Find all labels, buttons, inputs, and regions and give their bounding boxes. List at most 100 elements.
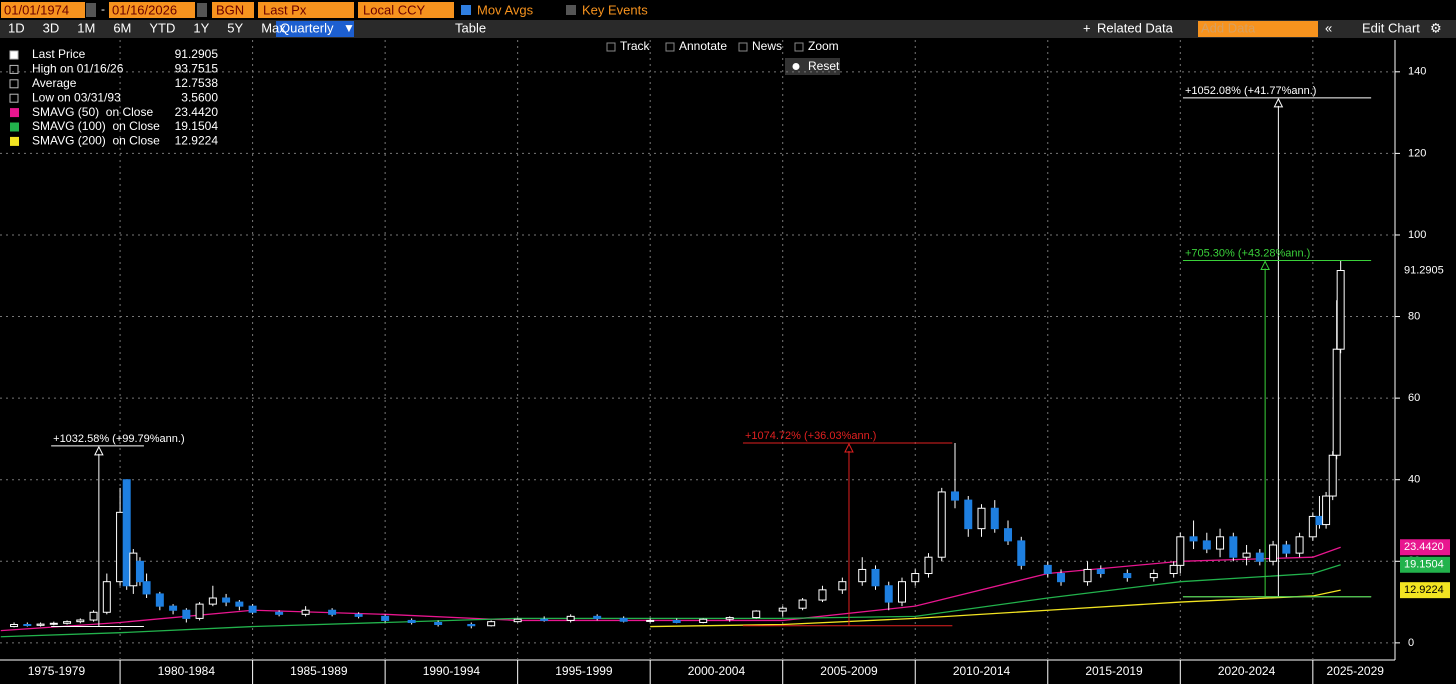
legend-value: 3.5600 bbox=[181, 90, 218, 104]
candle-body bbox=[407, 619, 416, 623]
candle-body bbox=[1295, 536, 1304, 554]
candle-body bbox=[102, 581, 111, 613]
candle-body bbox=[235, 601, 244, 607]
legend-value: 19.1504 bbox=[175, 119, 219, 133]
x-tick-label: 2010-2014 bbox=[953, 664, 1011, 678]
candle-body bbox=[434, 621, 443, 626]
measure-label: +1032.58% (+99.79%ann.) bbox=[53, 433, 185, 445]
moving-average-line bbox=[0, 546, 1341, 632]
candle-body bbox=[646, 619, 655, 622]
candle-body bbox=[1096, 568, 1105, 575]
range-button[interactable]: 3D bbox=[43, 20, 60, 35]
candle-body bbox=[1083, 568, 1092, 583]
chart-tool[interactable]: Zoom bbox=[808, 39, 839, 53]
calendar-icon[interactable] bbox=[86, 3, 96, 17]
range-button[interactable]: 1Y bbox=[193, 20, 209, 35]
collapse-icon[interactable]: « bbox=[1325, 20, 1332, 35]
candle-body bbox=[195, 603, 204, 619]
edit-chart[interactable]: Edit Chart bbox=[1362, 20, 1420, 35]
legend-swatch bbox=[10, 136, 19, 146]
calendar-icon[interactable] bbox=[197, 3, 207, 17]
currency-box[interactable] bbox=[358, 2, 454, 18]
legend-icon bbox=[9, 93, 19, 103]
candle-body bbox=[222, 597, 231, 603]
candle-body bbox=[951, 491, 960, 501]
x-tick-label: 1980-1984 bbox=[158, 664, 216, 678]
range-button[interactable]: YTD bbox=[149, 20, 175, 35]
candle-body bbox=[1202, 540, 1211, 550]
candle-body bbox=[1255, 552, 1264, 562]
candle-body bbox=[990, 507, 999, 530]
price-tag bbox=[1400, 582, 1450, 599]
legend-label: Low on 03/31/93 bbox=[32, 90, 121, 104]
legend-value: 12.7538 bbox=[175, 76, 219, 90]
chart-tool[interactable]: Track bbox=[620, 39, 651, 53]
add-data-box[interactable] bbox=[1198, 21, 1318, 37]
mov-avgs[interactable]: Mov Avgs bbox=[477, 2, 534, 17]
candle-body bbox=[897, 581, 906, 603]
legend-icon bbox=[9, 64, 19, 74]
candle-body bbox=[1315, 515, 1324, 526]
candle-body bbox=[63, 621, 72, 624]
legend-label: SMAVG (200) on Close bbox=[32, 134, 160, 148]
candle-body bbox=[566, 615, 575, 621]
candle-body bbox=[838, 581, 847, 591]
related-data[interactable]: Related Data bbox=[1097, 20, 1174, 35]
key-events-checkbox[interactable] bbox=[566, 5, 576, 15]
reset-button[interactable] bbox=[785, 58, 840, 75]
settings-icon[interactable]: ⚙ bbox=[1430, 20, 1442, 35]
start-date-box[interactable] bbox=[1, 2, 85, 18]
currency[interactable]: Local CCY bbox=[363, 2, 425, 17]
key-events[interactable]: Key Events bbox=[582, 2, 648, 17]
candle-body bbox=[1169, 564, 1178, 575]
reset-icon bbox=[792, 63, 800, 70]
x-tick-label: 1990-1994 bbox=[423, 664, 481, 678]
start-date[interactable]: 01/01/1974 bbox=[4, 2, 69, 17]
add-data[interactable]: Add Data bbox=[1201, 20, 1256, 35]
x-tick-label: 2025-2029 bbox=[1327, 664, 1385, 678]
tool-icon bbox=[665, 42, 675, 52]
candle-body bbox=[354, 613, 363, 617]
candle-body bbox=[1336, 269, 1345, 350]
candle-body bbox=[1282, 544, 1291, 554]
range-button[interactable]: 5Y bbox=[227, 20, 243, 35]
y-tick-label: 100 bbox=[1408, 229, 1426, 241]
range-button[interactable]: 1M bbox=[77, 20, 95, 35]
candle-body bbox=[301, 609, 310, 615]
candle-body bbox=[1057, 573, 1066, 583]
field-box[interactable] bbox=[258, 2, 354, 18]
field[interactable]: Last Px bbox=[263, 2, 307, 17]
legend-value: 91.2905 bbox=[175, 47, 219, 61]
candle-body bbox=[778, 607, 787, 612]
x-tick-label: 2015-2019 bbox=[1085, 664, 1143, 678]
range-button[interactable]: 1D bbox=[8, 20, 25, 35]
mov-avgs-checkbox[interactable] bbox=[461, 5, 471, 15]
candle-body bbox=[798, 599, 807, 609]
candle-body bbox=[858, 568, 867, 583]
reset-label[interactable]: Reset bbox=[808, 59, 840, 73]
tool-icon bbox=[794, 42, 804, 52]
ticker[interactable]: BGN bbox=[216, 2, 244, 17]
range-button[interactable]: 6M bbox=[113, 20, 131, 35]
chart-tool[interactable]: Annotate bbox=[679, 39, 727, 53]
range-button[interactable]: Max bbox=[261, 20, 286, 35]
measure-label: +705.30% (+43.28%ann.) bbox=[1185, 247, 1310, 259]
tool-icon bbox=[738, 42, 748, 52]
y-tick-label: 80 bbox=[1408, 310, 1420, 322]
end-date[interactable]: 01/16/2026 bbox=[112, 2, 177, 17]
ticker-box[interactable] bbox=[212, 2, 254, 18]
candle-body bbox=[752, 610, 761, 619]
table-button[interactable]: Table bbox=[455, 20, 486, 35]
tool-bar bbox=[0, 20, 1456, 38]
legend-value: 23.4420 bbox=[175, 105, 219, 119]
candle-body bbox=[924, 556, 933, 575]
y-tick-label: 140 bbox=[1408, 66, 1426, 78]
period-box[interactable] bbox=[276, 21, 354, 37]
price-tag-label: 23.4420 bbox=[1404, 541, 1444, 553]
end-date-box[interactable] bbox=[109, 2, 195, 18]
period[interactable]: Quarterly bbox=[280, 20, 334, 35]
x-tick-label: 2020-2024 bbox=[1218, 664, 1276, 678]
x-tick-label: 2000-2004 bbox=[688, 664, 746, 678]
chart-tool[interactable]: News bbox=[752, 39, 782, 53]
